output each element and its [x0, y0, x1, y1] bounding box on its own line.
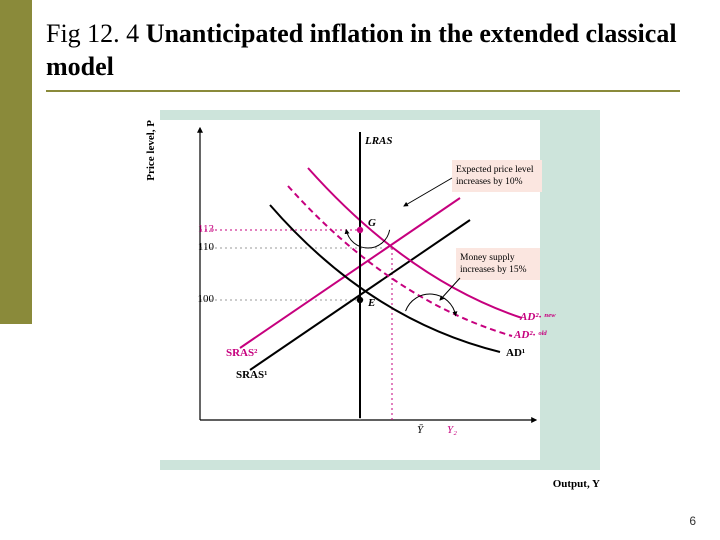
svg-text:Expected price level: Expected price level: [456, 165, 534, 175]
svg-text:G: G: [368, 217, 376, 229]
x-axis-label: Output, Y: [160, 478, 600, 490]
curve-labels: SRAS¹ SRAS² AD¹ AD²· ᵒˡᵈ AD²· ⁿᵉʷ: [226, 311, 556, 381]
page-number: 6: [689, 514, 696, 528]
svg-text:AD¹: AD¹: [506, 347, 525, 359]
svg-text:increases by 15%: increases by 15%: [460, 265, 527, 275]
title-prefix: Fig 12. 4: [46, 19, 146, 48]
svg-text:Money supply: Money supply: [460, 253, 515, 263]
x-tick: Ȳ: [410, 424, 430, 436]
slide: Fig 12. 4 Unanticipated inflation in the…: [0, 0, 720, 540]
svg-text:E: E: [367, 297, 375, 309]
svg-text:AD²· ᵒˡᵈ: AD²· ᵒˡᵈ: [513, 329, 547, 341]
svg-text:SRAS¹: SRAS¹: [236, 369, 267, 381]
x-tick: Y₂: [442, 424, 462, 436]
title-wrap: Fig 12. 4 Unanticipated inflation in the…: [46, 18, 680, 83]
chart-svg: LRAS Expected price level increases by 10…: [160, 120, 540, 460]
svg-text:LRAS: LRAS: [364, 135, 393, 147]
y-tick: 113: [186, 223, 214, 235]
title-rule: [46, 90, 680, 92]
figure-area: Price level, P Output, Y LRAS Expected p…: [100, 110, 620, 510]
y-axis-label: Price level, P: [145, 120, 157, 181]
figure-title: Fig 12. 4 Unanticipated inflation in the…: [46, 18, 680, 83]
svg-text:AD²· ⁿᵉʷ: AD²· ⁿᵉʷ: [519, 311, 556, 323]
svg-text:SRAS²: SRAS²: [226, 347, 258, 359]
y-tick: 110: [186, 241, 214, 253]
sidebar-accent: [0, 0, 32, 324]
svg-text:increases by 10%: increases by 10%: [456, 177, 523, 187]
y-tick: 100: [186, 293, 214, 305]
